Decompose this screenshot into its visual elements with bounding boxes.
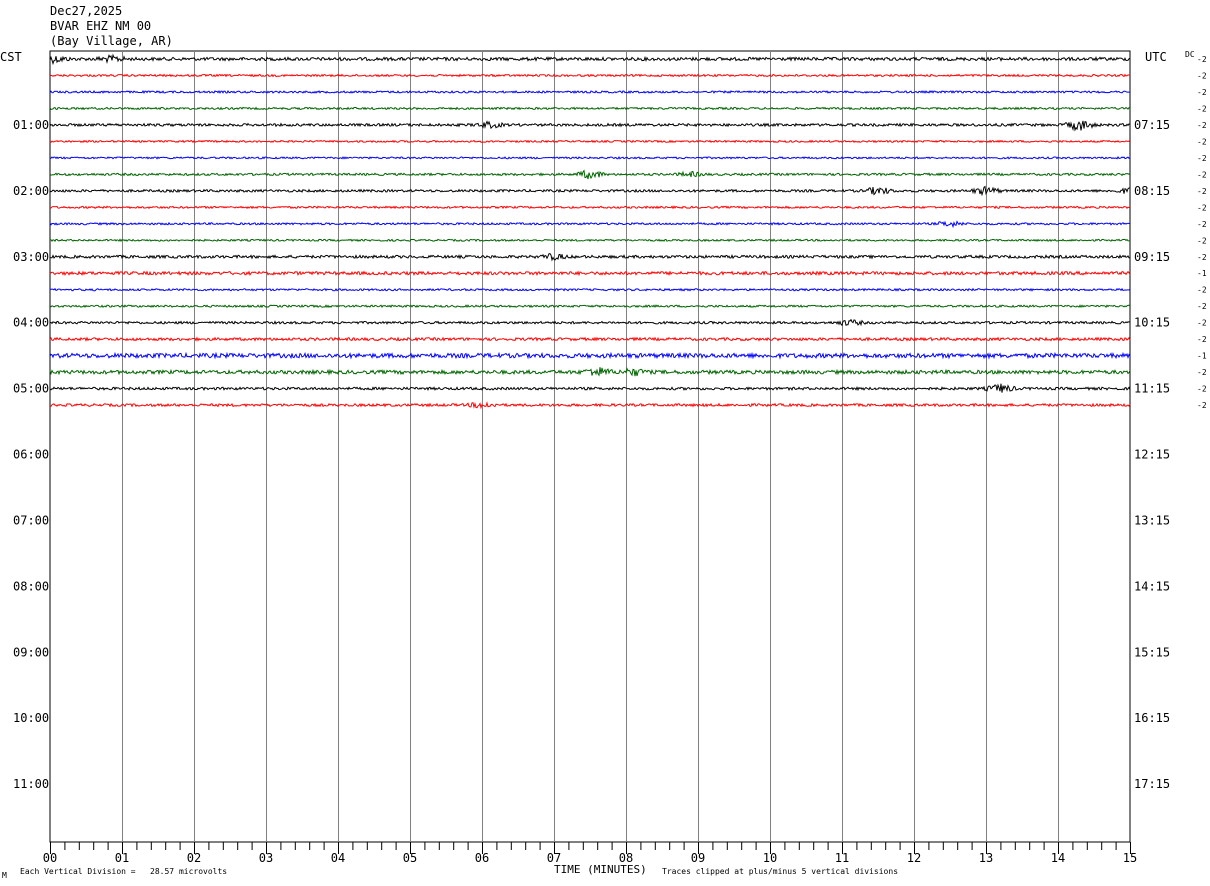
x-tick-label: 07 xyxy=(547,851,561,865)
trace-dc-offset: -2 xyxy=(1197,71,1207,80)
cst-hour-label: 09:00 xyxy=(13,645,49,659)
trace-line xyxy=(49,205,1131,210)
trace-dc-offset: -2 xyxy=(1197,121,1207,130)
dc-label: DC xyxy=(1185,50,1195,59)
trace-line xyxy=(49,270,1131,277)
trace-dc-offset: -1 xyxy=(1197,352,1207,361)
trace-line xyxy=(49,156,1131,160)
utc-hour-label: 07:15 xyxy=(1134,118,1170,132)
x-tick-label: 03 xyxy=(259,851,273,865)
trace-line xyxy=(49,287,1131,292)
trace-line xyxy=(49,318,1131,327)
corner-mark: M xyxy=(2,871,7,880)
cst-hour-label: 08:00 xyxy=(13,579,49,593)
trace-dc-offset: -2 xyxy=(1197,220,1207,229)
trace-dc-offset: -2 xyxy=(1197,319,1207,328)
utc-hour-label: 09:15 xyxy=(1134,250,1170,264)
trace-dc-offset: -2 xyxy=(1197,203,1207,212)
utc-hour-label: 13:15 xyxy=(1134,513,1170,527)
trace-dc-offset: -2 xyxy=(1197,137,1207,146)
trace-dc-offset: -2 xyxy=(1197,286,1207,295)
trace-dc-offset: -2 xyxy=(1197,55,1207,64)
trace-dc-offset: -2 xyxy=(1197,335,1207,344)
trace-line xyxy=(49,89,1131,94)
trace-line xyxy=(49,169,1131,180)
trace-line xyxy=(49,336,1131,342)
trace-dc-offset: -2 xyxy=(1197,385,1207,394)
trace-line xyxy=(49,367,1131,377)
utc-hour-label: 14:15 xyxy=(1134,579,1170,593)
x-tick-label: 10 xyxy=(763,851,777,865)
trace-line xyxy=(49,139,1131,144)
cst-hour-label: 05:00 xyxy=(13,382,49,396)
trace-line xyxy=(49,120,1131,132)
utc-hour-label: 16:15 xyxy=(1134,711,1170,725)
trace-line xyxy=(49,383,1131,393)
trace-dc-offset: -2 xyxy=(1197,187,1207,196)
x-axis-title: TIME (MINUTES) xyxy=(554,863,647,876)
clip-note: Traces clipped at plus/minus 5 vertical … xyxy=(662,867,899,876)
trace-dc-offset: -2 xyxy=(1197,104,1207,113)
header-date: Dec27,2025 xyxy=(50,4,123,18)
header-location: (Bay Village, AR) xyxy=(50,34,173,48)
utc-hour-label: 17:15 xyxy=(1134,777,1170,791)
plot-frame xyxy=(49,50,1131,843)
x-tick-label: 02 xyxy=(187,851,201,865)
utc-hour-label: 11:15 xyxy=(1134,382,1170,396)
cst-hour-label: 02:00 xyxy=(13,184,49,198)
utc-axis-label: UTC xyxy=(1145,50,1167,64)
x-tick-label: 05 xyxy=(403,851,417,865)
x-tick-label: 01 xyxy=(115,851,129,865)
cst-hour-label: 10:00 xyxy=(13,711,49,725)
cst-hour-label: 11:00 xyxy=(13,777,49,791)
trace-line xyxy=(49,185,1131,197)
scale-note: Each Vertical Division = 28.57 microvolt… xyxy=(20,867,228,876)
trace-dc-offset: -2 xyxy=(1197,88,1207,97)
trace-line xyxy=(49,73,1131,78)
utc-hour-label: 10:15 xyxy=(1134,316,1170,330)
utc-hour-label: 15:15 xyxy=(1134,645,1170,659)
trace-dc-offset: -1 xyxy=(1197,269,1207,278)
trace-dc-offset: -2 xyxy=(1197,236,1207,245)
trace-dc-offset: -2 xyxy=(1197,154,1207,163)
x-tick-label: 08 xyxy=(619,851,633,865)
cst-axis-label: CST xyxy=(0,50,22,64)
trace-line xyxy=(49,401,1131,410)
trace-dc-offset: -2 xyxy=(1197,253,1207,262)
trace-line xyxy=(49,53,1131,66)
x-tick-label: 04 xyxy=(331,851,345,865)
trace-line xyxy=(49,304,1131,309)
utc-hour-label: 08:15 xyxy=(1134,184,1170,198)
cst-hour-label: 03:00 xyxy=(13,250,49,264)
x-tick-label: 13 xyxy=(979,851,993,865)
cst-hour-label: 01:00 xyxy=(13,118,49,132)
x-tick-label: 11 xyxy=(835,851,849,865)
trace-line xyxy=(49,253,1131,262)
cst-hour-label: 07:00 xyxy=(13,513,49,527)
trace-dc-offset: -2 xyxy=(1197,368,1207,377)
x-tick-label: 09 xyxy=(691,851,705,865)
x-tick-label: 12 xyxy=(907,851,921,865)
cst-hour-label: 04:00 xyxy=(13,316,49,330)
trace-dc-offset: -2 xyxy=(1197,401,1207,410)
x-tick-label: 15 xyxy=(1123,851,1137,865)
x-tick-label: 14 xyxy=(1051,851,1065,865)
x-tick-label: 00 xyxy=(43,851,57,865)
utc-hour-label: 12:15 xyxy=(1134,448,1170,462)
trace-dc-offset: -2 xyxy=(1197,170,1207,179)
cst-hour-label: 06:00 xyxy=(13,448,49,462)
trace-line xyxy=(49,106,1131,111)
trace-line xyxy=(49,220,1131,229)
trace-dc-offset: -2 xyxy=(1197,302,1207,311)
trace-line xyxy=(49,351,1131,360)
x-tick-label: 06 xyxy=(475,851,489,865)
header-station: BVAR EHZ NM 00 xyxy=(50,19,152,33)
trace-line xyxy=(49,238,1131,243)
